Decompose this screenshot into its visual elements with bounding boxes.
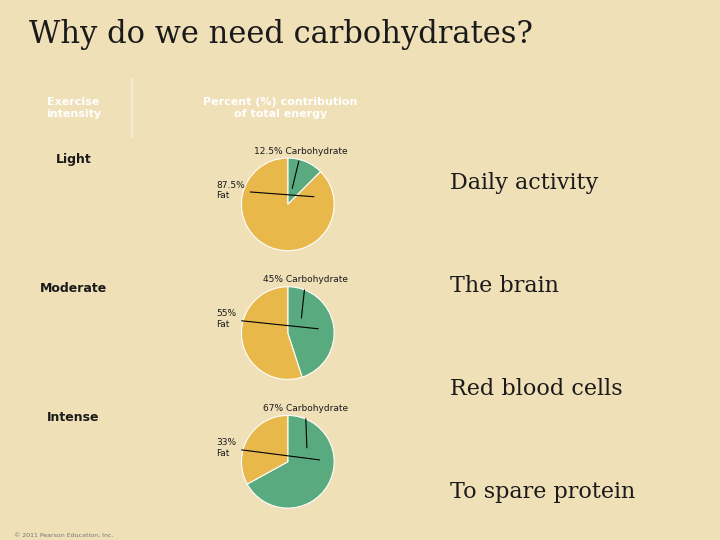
Text: Daily activity: Daily activity	[450, 172, 598, 194]
Text: 67% Carbohydrate: 67% Carbohydrate	[263, 404, 348, 448]
Text: Moderate: Moderate	[40, 282, 107, 295]
Text: © 2011 Pearson Education, Inc.: © 2011 Pearson Education, Inc.	[14, 532, 114, 537]
Text: Intense: Intense	[47, 410, 99, 423]
Text: Light: Light	[55, 153, 91, 166]
Text: To spare protein: To spare protein	[450, 481, 635, 503]
Wedge shape	[241, 287, 302, 380]
Wedge shape	[288, 158, 320, 204]
Wedge shape	[241, 415, 288, 484]
Text: Exercise
intensity: Exercise intensity	[46, 97, 101, 119]
Text: Red blood cells: Red blood cells	[450, 377, 623, 400]
Text: Percent (%) contribution
of total energy: Percent (%) contribution of total energy	[203, 97, 358, 119]
Wedge shape	[241, 158, 334, 251]
Wedge shape	[288, 287, 334, 377]
Text: 12.5% Carbohydrate: 12.5% Carbohydrate	[254, 147, 348, 188]
Text: 87.5%
Fat: 87.5% Fat	[216, 181, 314, 200]
Text: 33%
Fat: 33% Fat	[216, 438, 320, 460]
Text: 55%
Fat: 55% Fat	[216, 309, 318, 329]
Text: Why do we need carbohydrates?: Why do we need carbohydrates?	[29, 19, 533, 50]
Text: 45% Carbohydrate: 45% Carbohydrate	[263, 275, 348, 318]
Wedge shape	[247, 415, 334, 508]
Text: The brain: The brain	[450, 275, 559, 296]
